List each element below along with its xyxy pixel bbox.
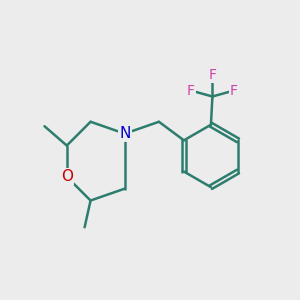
Text: F: F [208,68,216,82]
Text: O: O [61,169,73,184]
Text: F: F [187,84,195,98]
Text: F: F [230,84,238,98]
Text: N: N [119,126,130,141]
